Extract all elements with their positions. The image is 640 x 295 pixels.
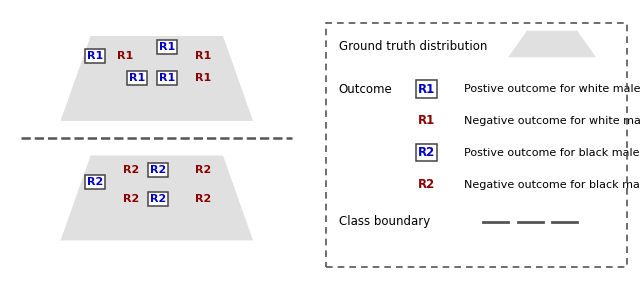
Text: R2: R2 (418, 146, 435, 159)
Text: Negative outcome for black male: Negative outcome for black male (464, 180, 640, 190)
Polygon shape (508, 31, 596, 57)
Text: R2: R2 (87, 177, 103, 187)
Text: Outcome: Outcome (339, 83, 392, 96)
Text: R1: R1 (129, 73, 145, 83)
Text: R2: R2 (195, 194, 212, 204)
Text: Postive outcome for white male: Postive outcome for white male (464, 84, 640, 94)
Text: Negative outcome for white male: Negative outcome for white male (464, 116, 640, 126)
Polygon shape (61, 155, 253, 240)
Text: R1: R1 (159, 73, 175, 83)
Text: R1: R1 (159, 42, 175, 52)
Text: Class boundary: Class boundary (339, 215, 430, 228)
Text: Ground truth distribution: Ground truth distribution (339, 40, 487, 53)
Text: Postive outcome for black male: Postive outcome for black male (464, 148, 640, 158)
Text: R1: R1 (418, 83, 435, 96)
Text: R2: R2 (123, 194, 140, 204)
Text: R1: R1 (117, 51, 133, 61)
Text: R2: R2 (418, 178, 435, 191)
Polygon shape (61, 36, 253, 121)
Text: R2: R2 (123, 165, 140, 175)
Text: R2: R2 (150, 194, 166, 204)
Text: R1: R1 (195, 51, 212, 61)
Text: R2: R2 (195, 165, 212, 175)
Text: R1: R1 (87, 51, 103, 61)
Text: R1: R1 (418, 114, 435, 127)
Text: R1: R1 (195, 73, 212, 83)
Text: R2: R2 (150, 165, 166, 175)
